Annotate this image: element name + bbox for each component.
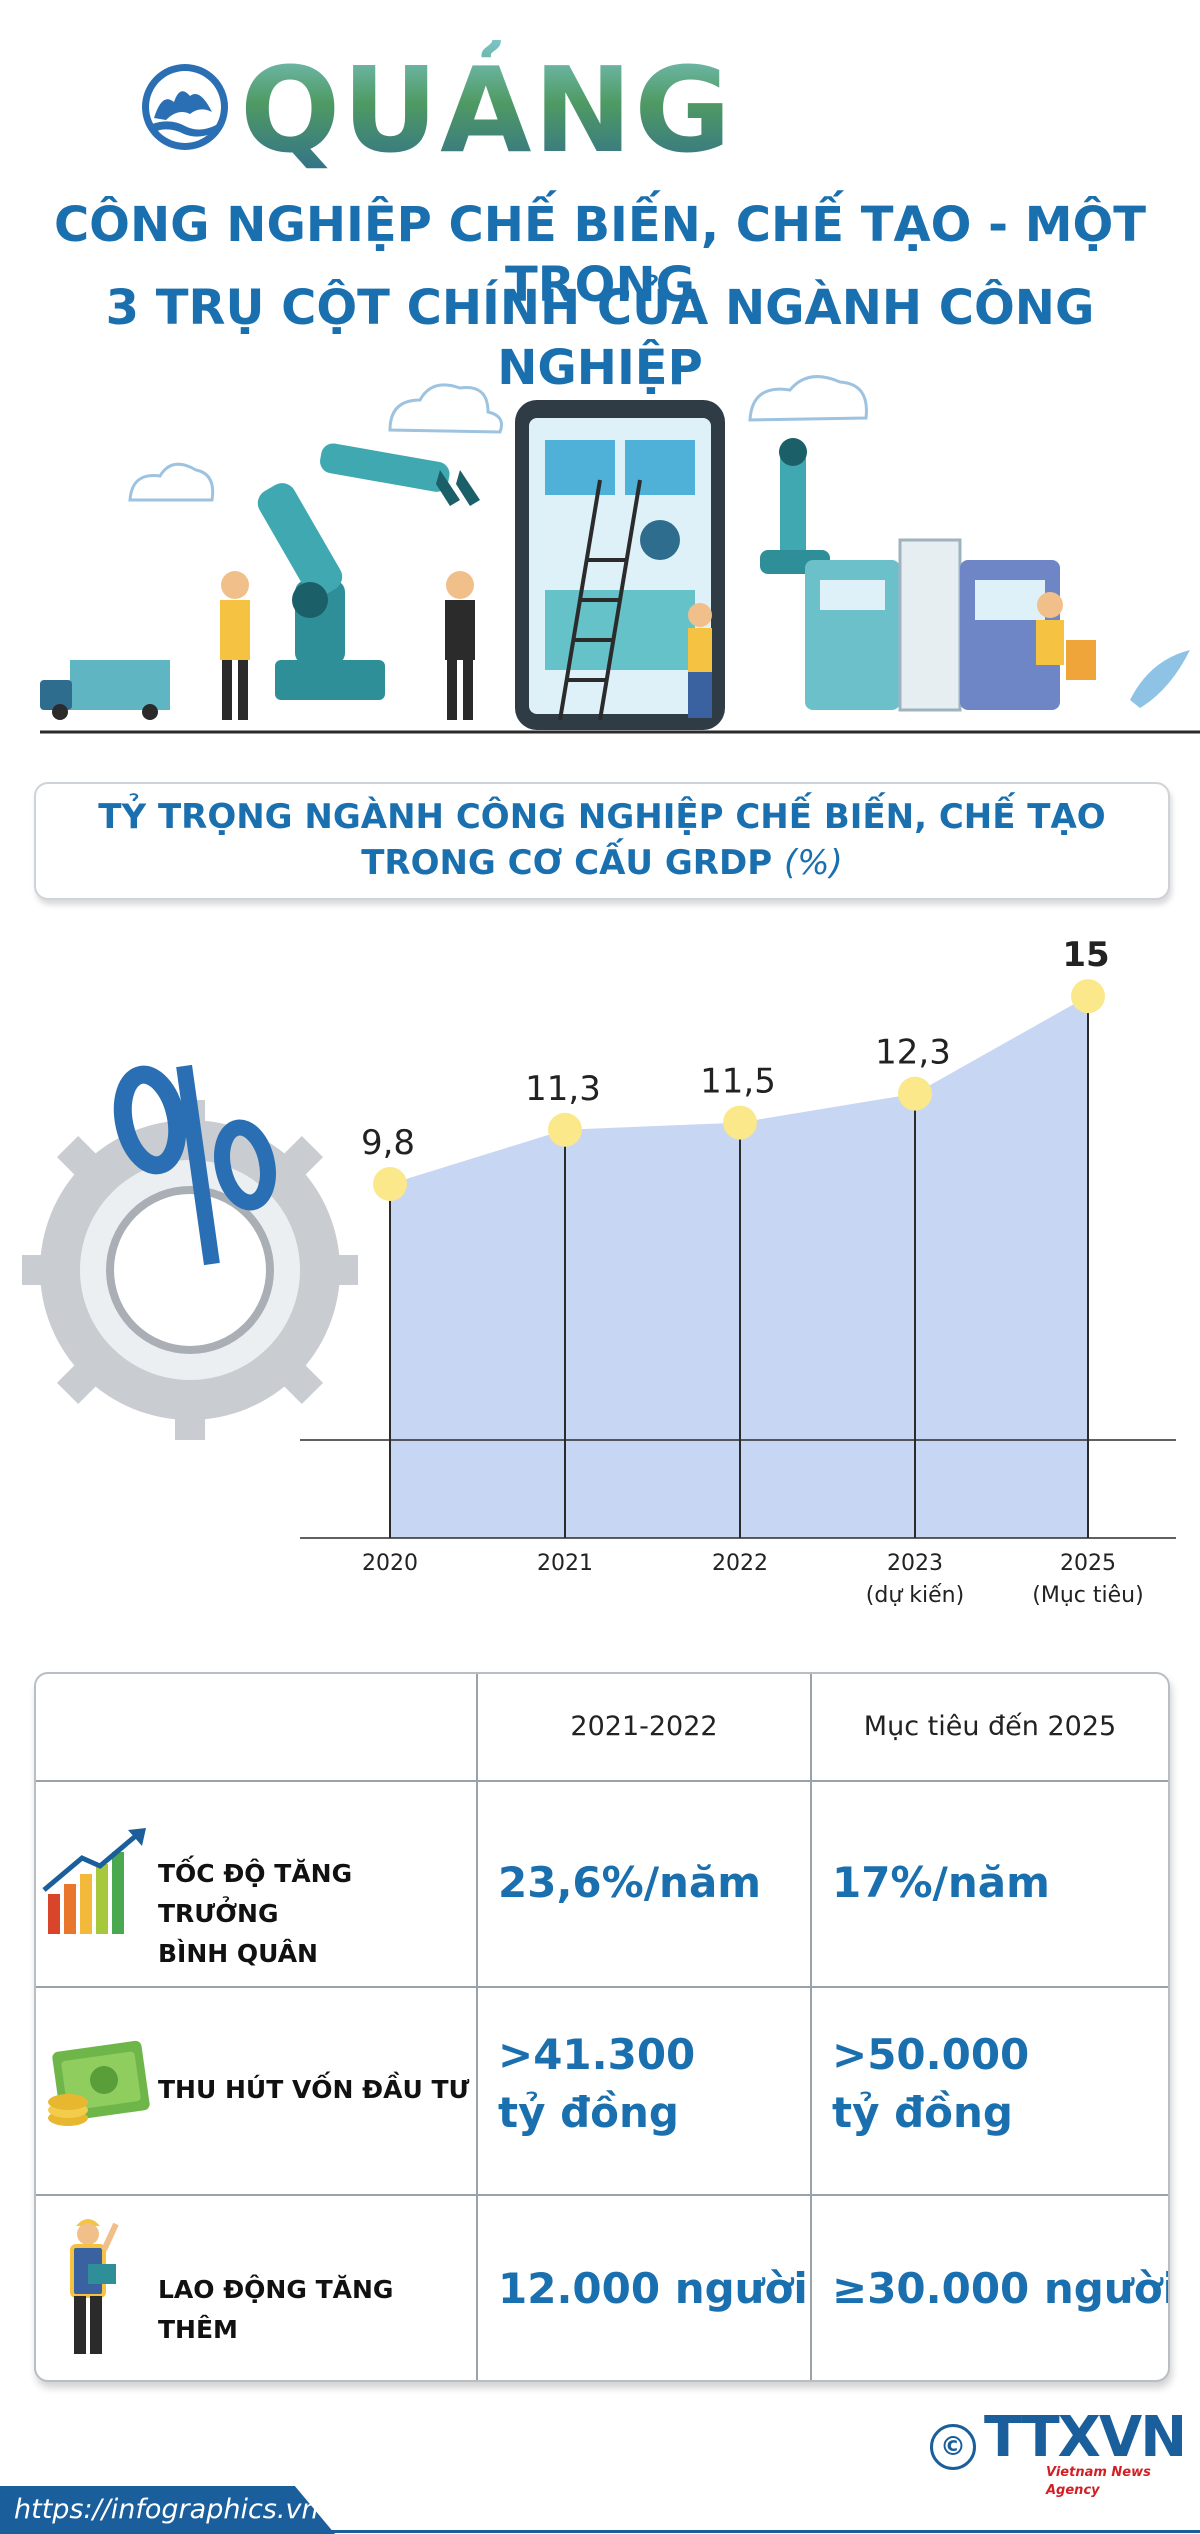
comparison-table: 2021-2022 Mục tiêu đến 2025 TỐC ĐỘ TĂNG … <box>34 1672 1170 2382</box>
investment-target-2025: >50.000 tỷ đồng <box>832 2026 1029 2142</box>
worker-icon <box>1036 592 1096 680</box>
chart-title-line-1: TỶ TRỌNG NGÀNH CÔNG NGHIỆP CHẾ BIẾN, CHẾ… <box>98 797 1106 837</box>
industry-illustration <box>40 375 1200 734</box>
x-tick-2022: 2022 <box>712 1551 768 1576</box>
data-label-2023: 12,3 <box>875 1033 951 1073</box>
row-label-labor: LAO ĐỘNG TĂNG THÊM <box>158 2275 394 2344</box>
ladder-icon <box>558 479 642 721</box>
worker-icon <box>220 571 250 720</box>
money-icon <box>48 2040 150 2126</box>
robot-arm-icon <box>257 443 480 700</box>
quang-ninh-logo-icon <box>142 64 228 150</box>
investment-2021-2022: >41.300 tỷ đồng <box>498 2026 695 2142</box>
subtitle-line-2: 3 TRỤ CỘT CHÍNH CỦA NGÀNH CÔNG NGHIỆP <box>105 280 1095 396</box>
worker-icon <box>688 603 712 718</box>
chart-plot: 9,8 2020 11,3 2021 11,5 2022 12,3 2023 (dự kiến)… <box>300 935 1176 1608</box>
row-label-growth: TỐC ĐỘ TĂNG TRƯỞNG BÌNH QUÂN <box>158 1854 478 1974</box>
data-label-2020: 9,8 <box>361 1123 415 1163</box>
table-divider <box>810 1674 812 2380</box>
data-label-2025: 15 <box>1062 935 1109 975</box>
data-label-2021: 11,3 <box>525 1069 601 1109</box>
data-point-2022 <box>723 1105 757 1140</box>
value-line: tỷ đồng <box>498 2088 679 2137</box>
table-divider <box>476 1674 478 2380</box>
labor-2021-2022: 12.000 người <box>498 2264 808 2313</box>
growth-target-2025: 17%/năm <box>832 1858 1050 1907</box>
column-header-period: 2021-2022 <box>570 1711 718 1742</box>
growth-2021-2022: 23,6%/năm <box>498 1858 762 1907</box>
worker-icon <box>445 571 475 720</box>
brand-title: QUẢNG NINH <box>240 40 1080 319</box>
gear-percent-icon <box>22 1064 358 1440</box>
agency-logo: TTXVN <box>984 2405 1187 2470</box>
row-label-line: BÌNH QUÂN <box>158 1939 318 1968</box>
chart-heading-box: TỶ TRỌNG NGÀNH CÔNG NGHIỆP CHẾ BIẾN, CHẾ… <box>34 782 1170 900</box>
x-tick-2025: 2025 <box>1060 1551 1116 1576</box>
truck-icon <box>40 660 170 720</box>
agency-tagline: Vietnam News Agency <box>1046 2465 1151 2498</box>
data-point-2021 <box>548 1112 582 1147</box>
chart-unit: (%) <box>783 843 843 883</box>
column-header-target: Mục tiêu đến 2025 <box>863 1711 1117 1742</box>
value-line: tỷ đồng <box>832 2088 1013 2137</box>
x-sublabel-2025: (Mục tiêu) <box>1032 1583 1143 1608</box>
subtitle-line-1: CÔNG NGHIỆP CHẾ BIẾN, CHẾ TẠO - MỘT TRON… <box>53 197 1147 313</box>
robot-arm-icon <box>760 438 830 574</box>
table-divider <box>36 2194 1168 2196</box>
growth-chart-icon <box>42 1828 146 1934</box>
row-label-line: TỐC ĐỘ TĂNG TRƯỞNG <box>158 1859 353 1928</box>
chart-title-text: TRONG CƠ CẤU GRDP <box>361 843 773 883</box>
worker-icon <box>70 2219 119 2354</box>
table-divider <box>36 1780 1168 1782</box>
x-tick-2020: 2020 <box>362 1551 418 1576</box>
chart-title-line-2: TRONG CƠ CẤU GRDP (%) <box>36 840 1168 886</box>
data-label-2022: 11,5 <box>700 1062 776 1102</box>
footer-bar <box>0 2486 335 2534</box>
data-point-2020 <box>373 1166 407 1201</box>
website-link[interactable]: https://infographics.vn <box>14 2494 319 2525</box>
row-label-investment: THU HÚT VỐN ĐẦU TƯ <box>158 2075 470 2104</box>
footer-line <box>300 2530 1200 2533</box>
table-divider <box>36 1986 1168 1988</box>
value-line: >50.000 <box>832 2030 1030 2079</box>
x-tick-2021: 2021 <box>537 1551 593 1576</box>
value-line: >41.300 <box>498 2030 696 2079</box>
data-point-2025 <box>1071 979 1105 1014</box>
labor-target-2025: ≥30.000 người <box>832 2264 1170 2313</box>
leaf-icon <box>1130 650 1190 708</box>
x-tick-2023: 2023 <box>887 1551 943 1576</box>
cloud-icon <box>128 375 868 502</box>
x-sublabel-2023: (dự kiến) <box>866 1583 964 1608</box>
data-point-2023 <box>898 1076 932 1111</box>
machine-icon <box>805 538 1060 712</box>
area-chart: 9,8 2020 11,3 2021 11,5 2022 12,3 2023 (dự kiến)… <box>22 935 1176 1608</box>
smartphone-icon <box>515 400 725 730</box>
copyright-icon: © <box>930 2424 976 2470</box>
